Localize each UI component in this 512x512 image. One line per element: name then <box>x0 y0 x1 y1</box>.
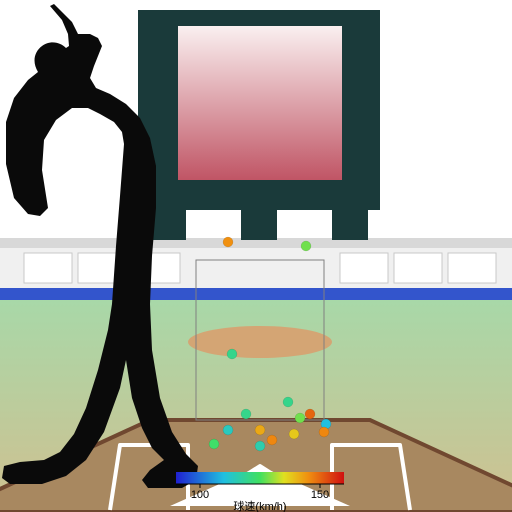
legend-tick-label: 100 <box>191 489 209 501</box>
pitch-marker <box>223 237 233 247</box>
pitch-marker <box>319 427 329 437</box>
pitch-marker <box>241 409 251 419</box>
pitch-marker <box>223 425 233 435</box>
pitch-marker <box>305 409 315 419</box>
pitch-marker <box>295 413 305 423</box>
pitch-marker <box>255 441 265 451</box>
stand-section <box>448 253 496 283</box>
pitchers-mound <box>188 326 332 358</box>
scoreboard-screen <box>178 26 342 180</box>
pitch-marker <box>283 397 293 407</box>
legend-gradient <box>176 472 344 484</box>
legend-label: 球速(km/h) <box>233 499 286 512</box>
pitch-marker <box>267 435 277 445</box>
pitch-location-chart: 100 150 球速(km/h) <box>0 0 512 512</box>
stand-section <box>394 253 442 283</box>
wall-stripe <box>0 288 512 300</box>
stand-section <box>340 253 388 283</box>
scoreboard-leg <box>241 210 277 240</box>
pitch-marker <box>301 241 311 251</box>
pitch-marker <box>255 425 265 435</box>
scoreboard-leg <box>332 210 368 240</box>
pitch-marker <box>227 349 237 359</box>
stand-section <box>24 253 72 283</box>
legend-tick-label: 150 <box>311 489 329 501</box>
pitch-marker <box>289 429 299 439</box>
pitch-marker <box>209 439 219 449</box>
